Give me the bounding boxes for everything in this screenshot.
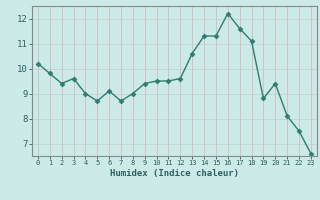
X-axis label: Humidex (Indice chaleur): Humidex (Indice chaleur) — [110, 169, 239, 178]
